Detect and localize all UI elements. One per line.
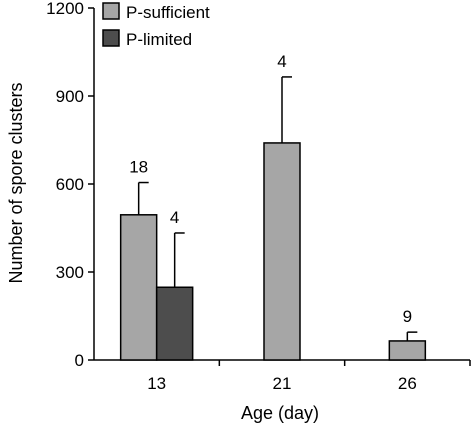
legend: P-sufficient P-limited <box>102 2 210 49</box>
n-label-P-sufficient-21: 4 <box>277 52 286 71</box>
bar-P-sufficient-21 <box>263 142 301 361</box>
y-axis: 0 300 600 900 1200 <box>46 0 95 370</box>
x-tick-label-13: 13 <box>147 374 166 393</box>
y-axis-title: Number of spore clusters <box>6 82 26 283</box>
x-axis: 13 21 26 <box>94 359 471 393</box>
x-tick-label-21: 21 <box>273 374 292 393</box>
n-label-P-limited-13: 4 <box>170 208 179 227</box>
sample-size-labels: 18 4 4 9 <box>129 52 412 326</box>
x-tick-label-26: 26 <box>398 374 417 393</box>
error-bars <box>137 76 418 341</box>
legend-label-P-limited: P-limited <box>126 30 192 49</box>
legend-label-P-sufficient: P-sufficient <box>126 3 210 22</box>
legend-swatch-P-sufficient <box>102 2 120 20</box>
bar-P-sufficient-13 <box>119 214 158 361</box>
y-tick-label-300: 300 <box>56 263 84 282</box>
y-tick-label-900: 900 <box>56 87 84 106</box>
y-tick-label-0: 0 <box>75 351 84 370</box>
y-tick-label-1200: 1200 <box>46 0 84 18</box>
legend-swatch-P-limited <box>102 29 120 47</box>
bars <box>119 142 427 361</box>
bar-P-sufficient-26 <box>388 340 427 361</box>
n-label-P-sufficient-26: 9 <box>403 307 412 326</box>
x-axis-title: Age (day) <box>241 403 319 423</box>
n-label-P-sufficient-13: 18 <box>129 158 148 177</box>
y-tick-label-600: 600 <box>56 175 84 194</box>
bar-P-limited-13 <box>155 286 194 361</box>
